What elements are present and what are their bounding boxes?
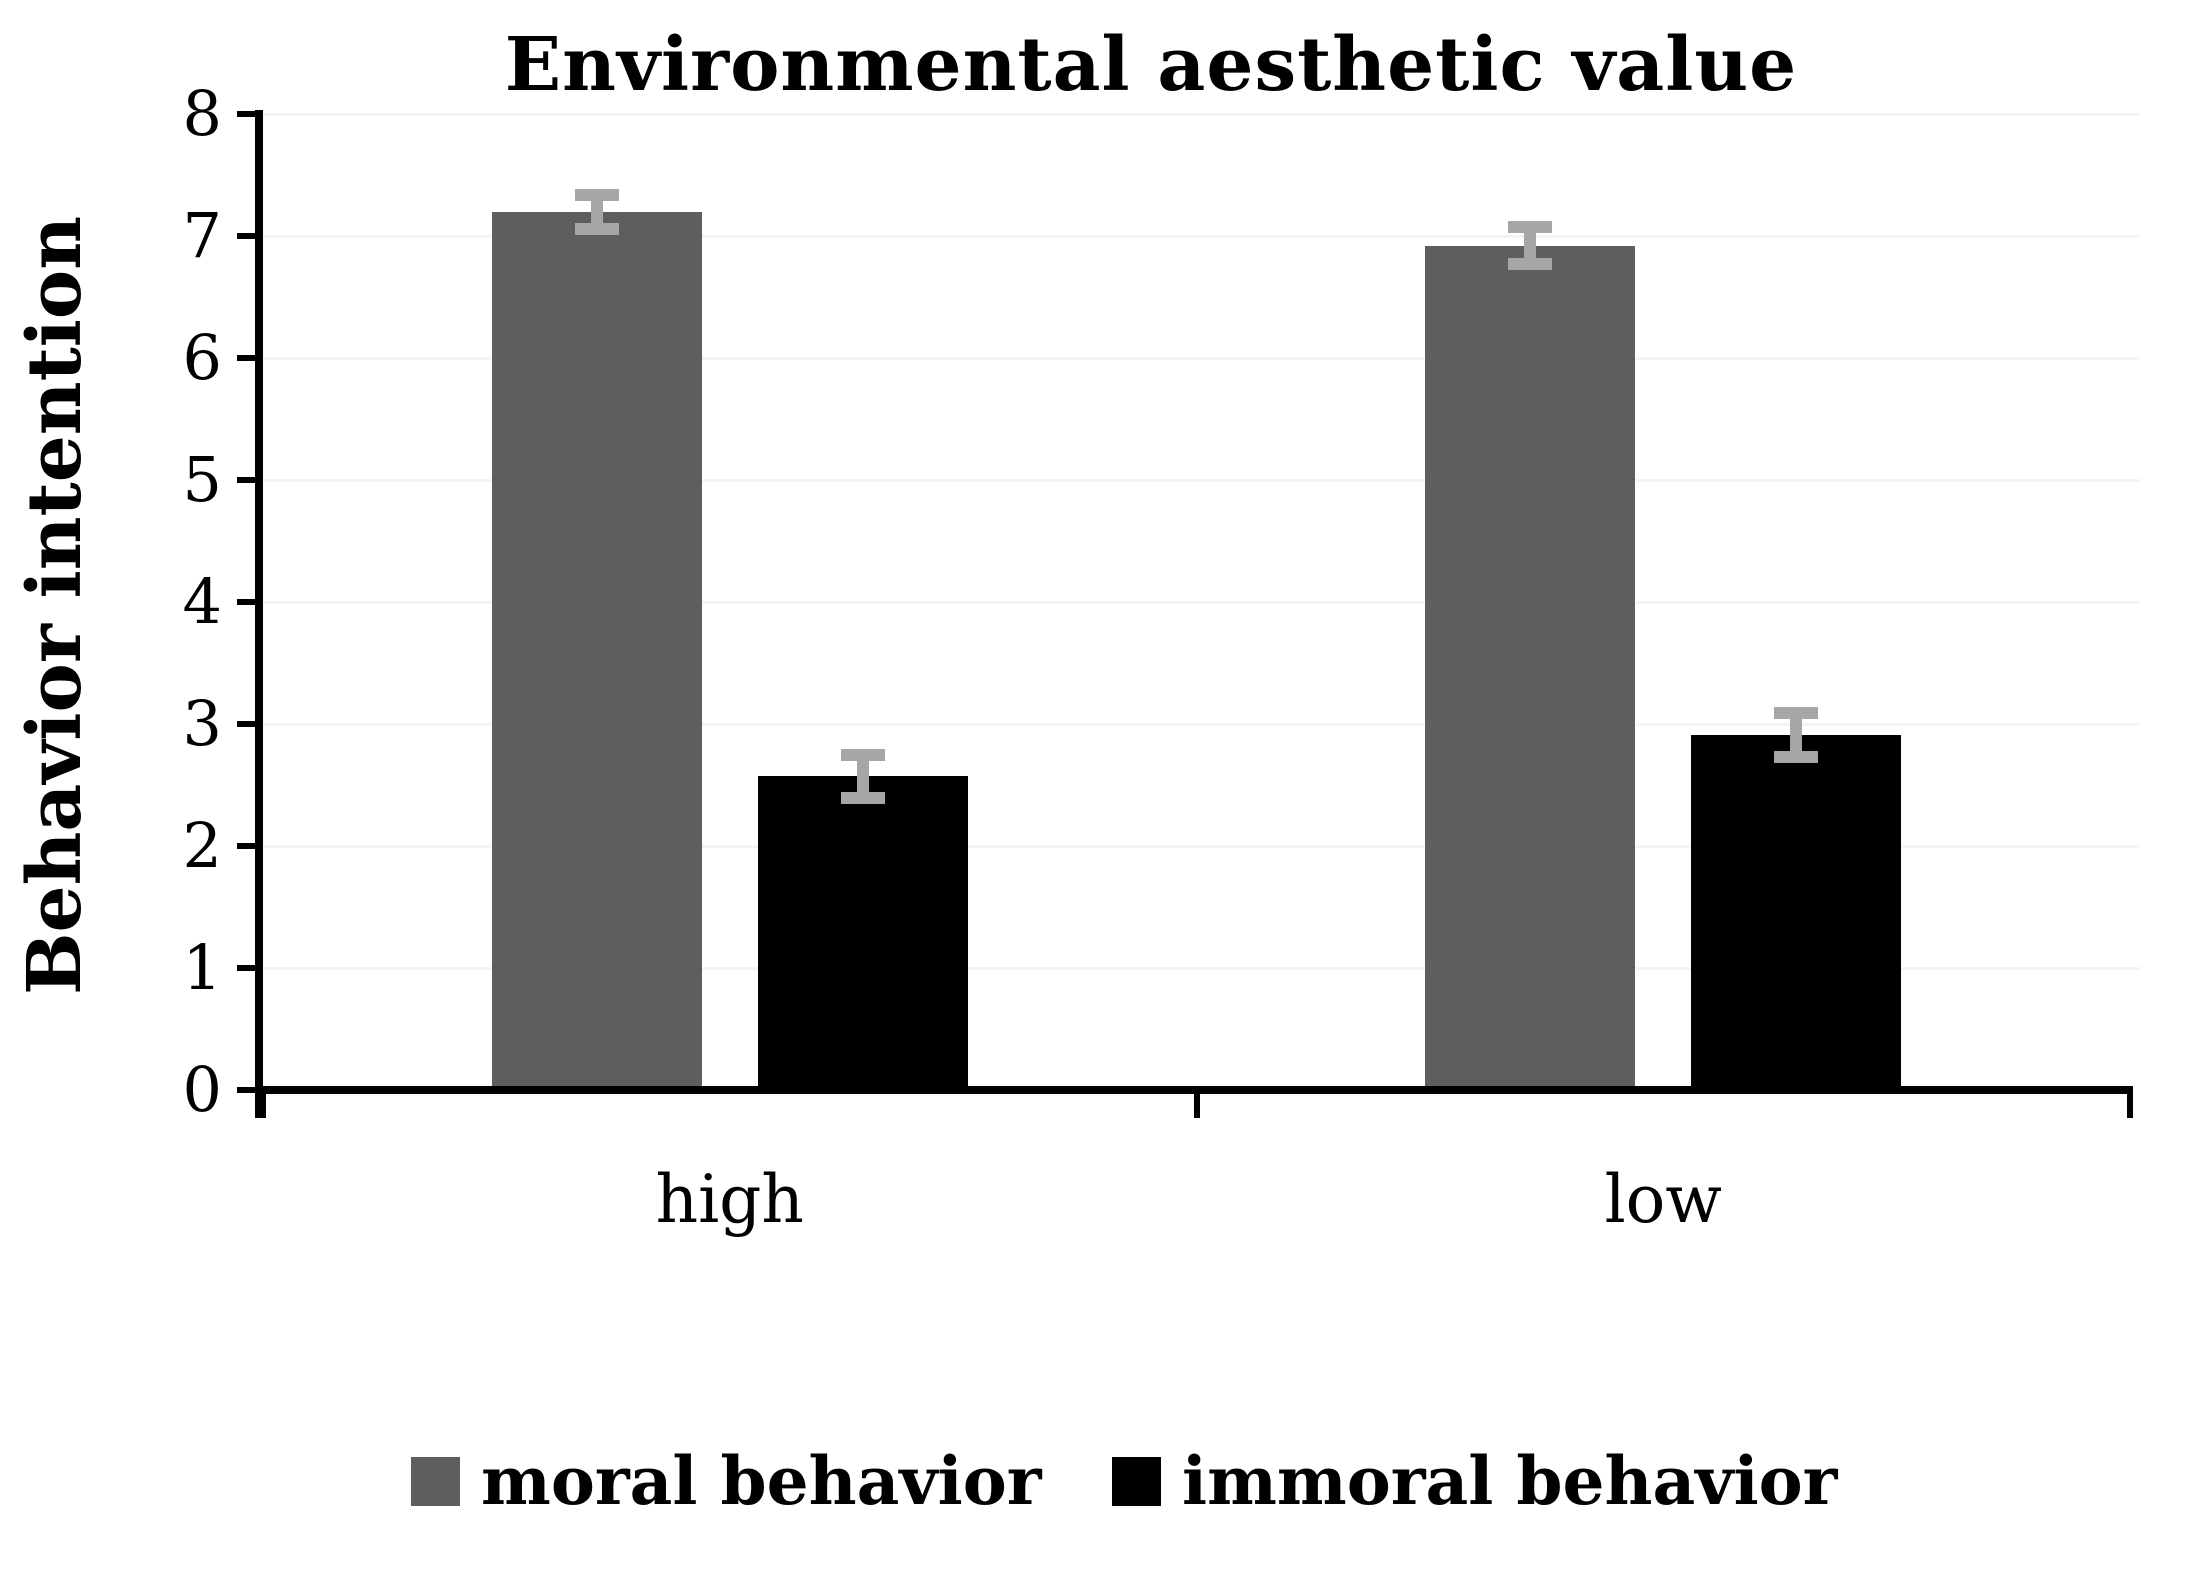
y-tick-label-4: 4 [182, 565, 222, 638]
y-tick-label-6: 6 [182, 321, 222, 394]
chart-title: Environmental aesthetic value [504, 22, 1798, 108]
y-tick-8 [237, 111, 263, 117]
y-tick-1 [237, 965, 263, 971]
y-tick-0 [237, 1087, 263, 1093]
legend-swatch-immoral-icon [1112, 1456, 1161, 1506]
y-tick-4 [237, 599, 263, 605]
y-tick-3 [237, 721, 263, 727]
x-axis-line [255, 1086, 2133, 1094]
y-tick-2 [237, 843, 263, 849]
y-tick-label-0: 0 [182, 1053, 222, 1126]
x-tick-2 [2127, 1090, 2133, 1118]
legend-item-moral: moral behavior [411, 1442, 1042, 1520]
legend-item-immoral: immoral behavior [1112, 1442, 1838, 1520]
legend-label-immoral: immoral behavior [1182, 1442, 1838, 1520]
x-tick-1 [1193, 1090, 1200, 1118]
gridline-y-1 [263, 967, 2140, 970]
y-tick-label-1: 1 [182, 931, 222, 1004]
legend-swatch-moral-icon [411, 1456, 460, 1506]
bar-moral-low [1425, 245, 1636, 1090]
y-tick-label-7: 7 [182, 199, 222, 272]
error-bar-bottom-cap-immoral-high [840, 792, 885, 805]
gridline-y-8 [263, 113, 2140, 116]
legend-label-moral: moral behavior [481, 1442, 1042, 1520]
error-bar-stem-immoral-low [1790, 713, 1803, 757]
error-bar-top-cap-moral-high [574, 188, 619, 201]
error-bar-bottom-cap-moral-low [1508, 258, 1553, 271]
y-tick-6 [237, 355, 263, 361]
y-tick-label-3: 3 [182, 687, 222, 760]
gridline-y-4 [263, 601, 2140, 604]
error-bar-top-cap-immoral-low [1774, 707, 1819, 720]
error-bar-bottom-cap-immoral-low [1774, 750, 1819, 763]
x-category-label-high: high [655, 1161, 804, 1238]
error-bar-stem-moral-low [1524, 227, 1537, 265]
gridline-y-7 [263, 235, 2140, 238]
bar-immoral-low [1691, 734, 1902, 1090]
error-bar-top-cap-moral-low [1508, 221, 1553, 234]
y-tick-label-5: 5 [182, 443, 222, 516]
y-tick-label-2: 2 [182, 809, 222, 882]
gridline-y-6 [263, 357, 2140, 360]
y-axis-line [255, 110, 263, 1118]
error-bar-bottom-cap-moral-high [574, 222, 619, 235]
y-tick-label-8: 8 [182, 77, 222, 150]
y-tick-5 [237, 477, 263, 483]
bar-immoral-high [757, 776, 968, 1090]
y-tick-7 [237, 233, 263, 239]
error-bar-stem-moral-high [590, 194, 603, 229]
x-tick-0 [260, 1090, 266, 1118]
gridline-y-2 [263, 845, 2140, 848]
gridline-y-5 [263, 479, 2140, 482]
x-category-label-low: low [1604, 1161, 1722, 1238]
error-bar-top-cap-immoral-high [840, 748, 885, 761]
gridline-y-3 [263, 723, 2140, 726]
bar-moral-high [491, 211, 702, 1090]
error-bar-stem-immoral-high [856, 754, 869, 799]
